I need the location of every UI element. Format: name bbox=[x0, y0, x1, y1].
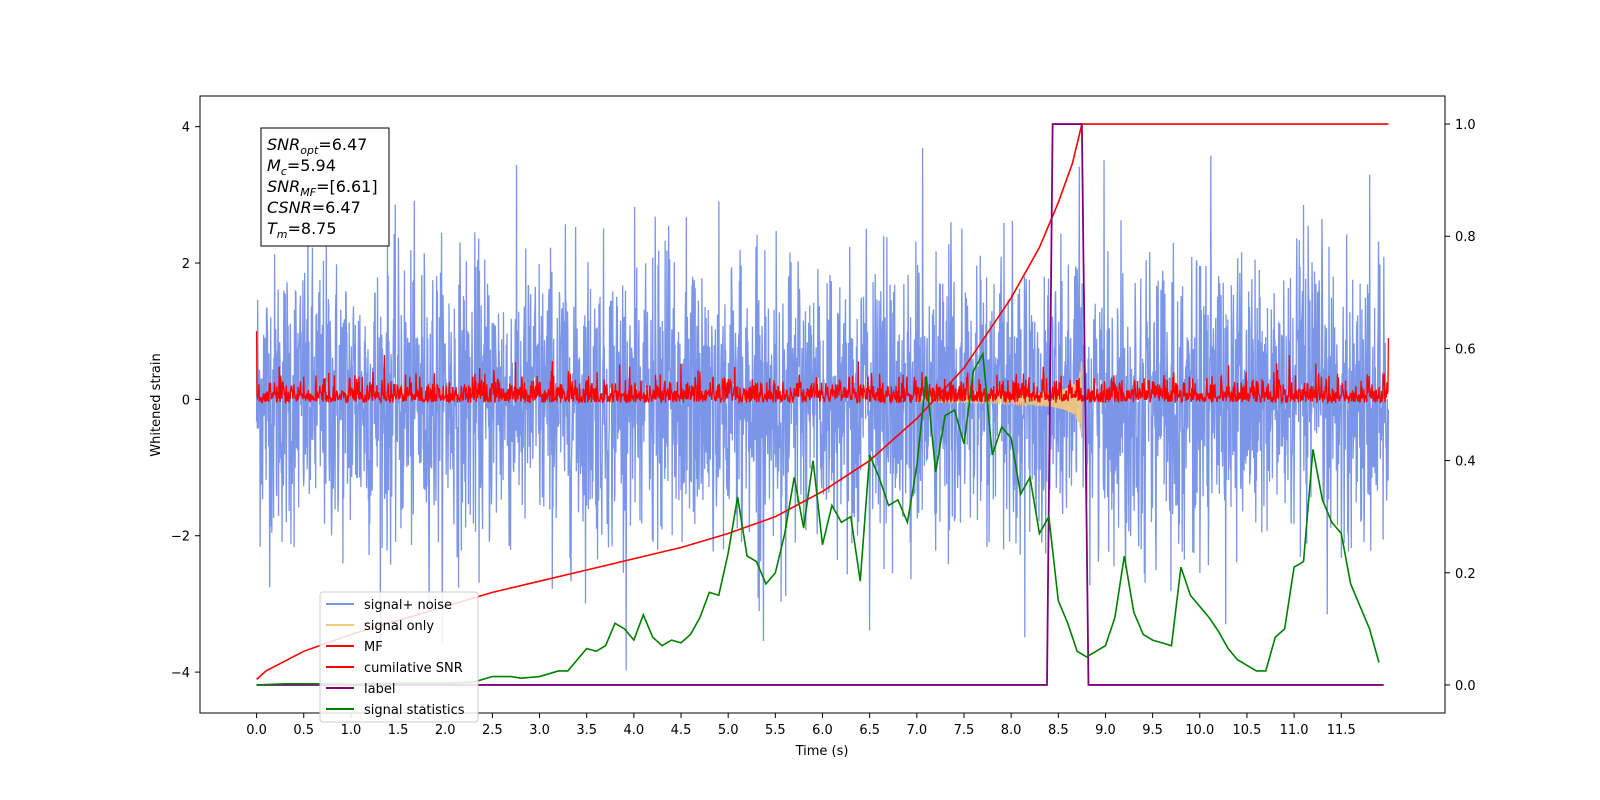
y-left-tick-label: −4 bbox=[171, 666, 190, 681]
x-tick-label: 7.0 bbox=[906, 723, 927, 738]
series-signal-statistics-line bbox=[256, 351, 1380, 686]
y-axis-left: −4 −2 0 2 4 bbox=[171, 121, 200, 681]
y-left-tick-label: 4 bbox=[182, 121, 190, 136]
x-tick-label: 4.0 bbox=[624, 723, 645, 738]
y-right-tick-label: 0.0 bbox=[1455, 679, 1476, 694]
legend-frame bbox=[319, 591, 479, 723]
x-tick-label: 9.5 bbox=[1142, 723, 1163, 738]
x-tick-label: 2.5 bbox=[482, 723, 503, 738]
info-box-frame bbox=[260, 127, 390, 247]
y-right-tick-label: 0.2 bbox=[1455, 567, 1476, 582]
series-label-line bbox=[256, 123, 1384, 686]
series-mf-line bbox=[255, 331, 1390, 405]
x-tick-label: 3.5 bbox=[576, 723, 597, 738]
x-tick-label: 2.0 bbox=[435, 723, 456, 738]
y-axis-right: 0.0 0.2 0.4 0.6 0.8 1.0 bbox=[1445, 118, 1476, 694]
legend-entry-label: signal only bbox=[364, 619, 434, 634]
x-tick-label: 3.0 bbox=[529, 723, 550, 738]
info-box-line: SNRopt=6.47 bbox=[267, 135, 367, 157]
x-tick-label: 8.0 bbox=[1001, 723, 1022, 738]
info-box-line: SNRMF=[6.61] bbox=[267, 177, 378, 199]
x-tick-label: 8.5 bbox=[1048, 723, 1069, 738]
x-tick-label: 6.5 bbox=[859, 723, 880, 738]
x-tick-label: 0.5 bbox=[293, 723, 314, 738]
x-tick-label: 9.0 bbox=[1095, 723, 1116, 738]
y-left-tick-label: −2 bbox=[171, 530, 190, 545]
x-tick-label: 11.0 bbox=[1280, 723, 1309, 738]
x-tick-label: 1.5 bbox=[388, 723, 409, 738]
x-axis-label: Time (s) bbox=[795, 744, 849, 759]
x-tick-label: 11.5 bbox=[1327, 723, 1356, 738]
y-right-tick-label: 1.0 bbox=[1455, 118, 1476, 133]
x-tick-label: 1.0 bbox=[341, 723, 362, 738]
y-right-tick-label: 0.8 bbox=[1455, 230, 1476, 245]
info-box-line: Mc=5.94 bbox=[267, 156, 336, 178]
y-left-tick-label: 2 bbox=[182, 257, 190, 272]
legend-entry-label: cumilative SNR bbox=[364, 661, 463, 676]
series-signal-noise-line bbox=[255, 147, 1390, 671]
x-tick-label: 5.5 bbox=[765, 723, 786, 738]
info-box-line: CSNR=6.47 bbox=[267, 198, 361, 217]
legend: signal+ noise signal only MF cumilative SNR… bbox=[319, 591, 479, 723]
legend-entry-label: signal statistics bbox=[364, 703, 465, 718]
x-tick-label: 6.0 bbox=[812, 723, 833, 738]
x-tick-label: 10.5 bbox=[1232, 723, 1261, 738]
legend-entry-label: MF bbox=[364, 640, 383, 655]
x-tick-label: 4.5 bbox=[671, 723, 692, 738]
x-tick-label: 10.0 bbox=[1185, 723, 1214, 738]
y-right-tick-label: 0.6 bbox=[1455, 342, 1476, 357]
x-tick-label: 0.0 bbox=[246, 723, 267, 738]
info-box-line: Tm=8.75 bbox=[267, 219, 337, 241]
x-tick-label: 7.5 bbox=[954, 723, 975, 738]
x-tick-label: 5.0 bbox=[718, 723, 739, 738]
y-left-tick-label: 0 bbox=[182, 393, 190, 408]
legend-entry-label: label bbox=[364, 682, 395, 697]
x-axis: 0.0 0.5 1.0 1.5 2.0 2.5 3.0 3.5 4.0 4.5 5.0 5.5 6.0 6… bbox=[246, 713, 1356, 738]
y-right-tick-label: 0.4 bbox=[1455, 455, 1476, 470]
y-axis-left-label: Whitened strain bbox=[149, 353, 164, 456]
legend-entry-label: signal+ noise bbox=[364, 598, 452, 613]
